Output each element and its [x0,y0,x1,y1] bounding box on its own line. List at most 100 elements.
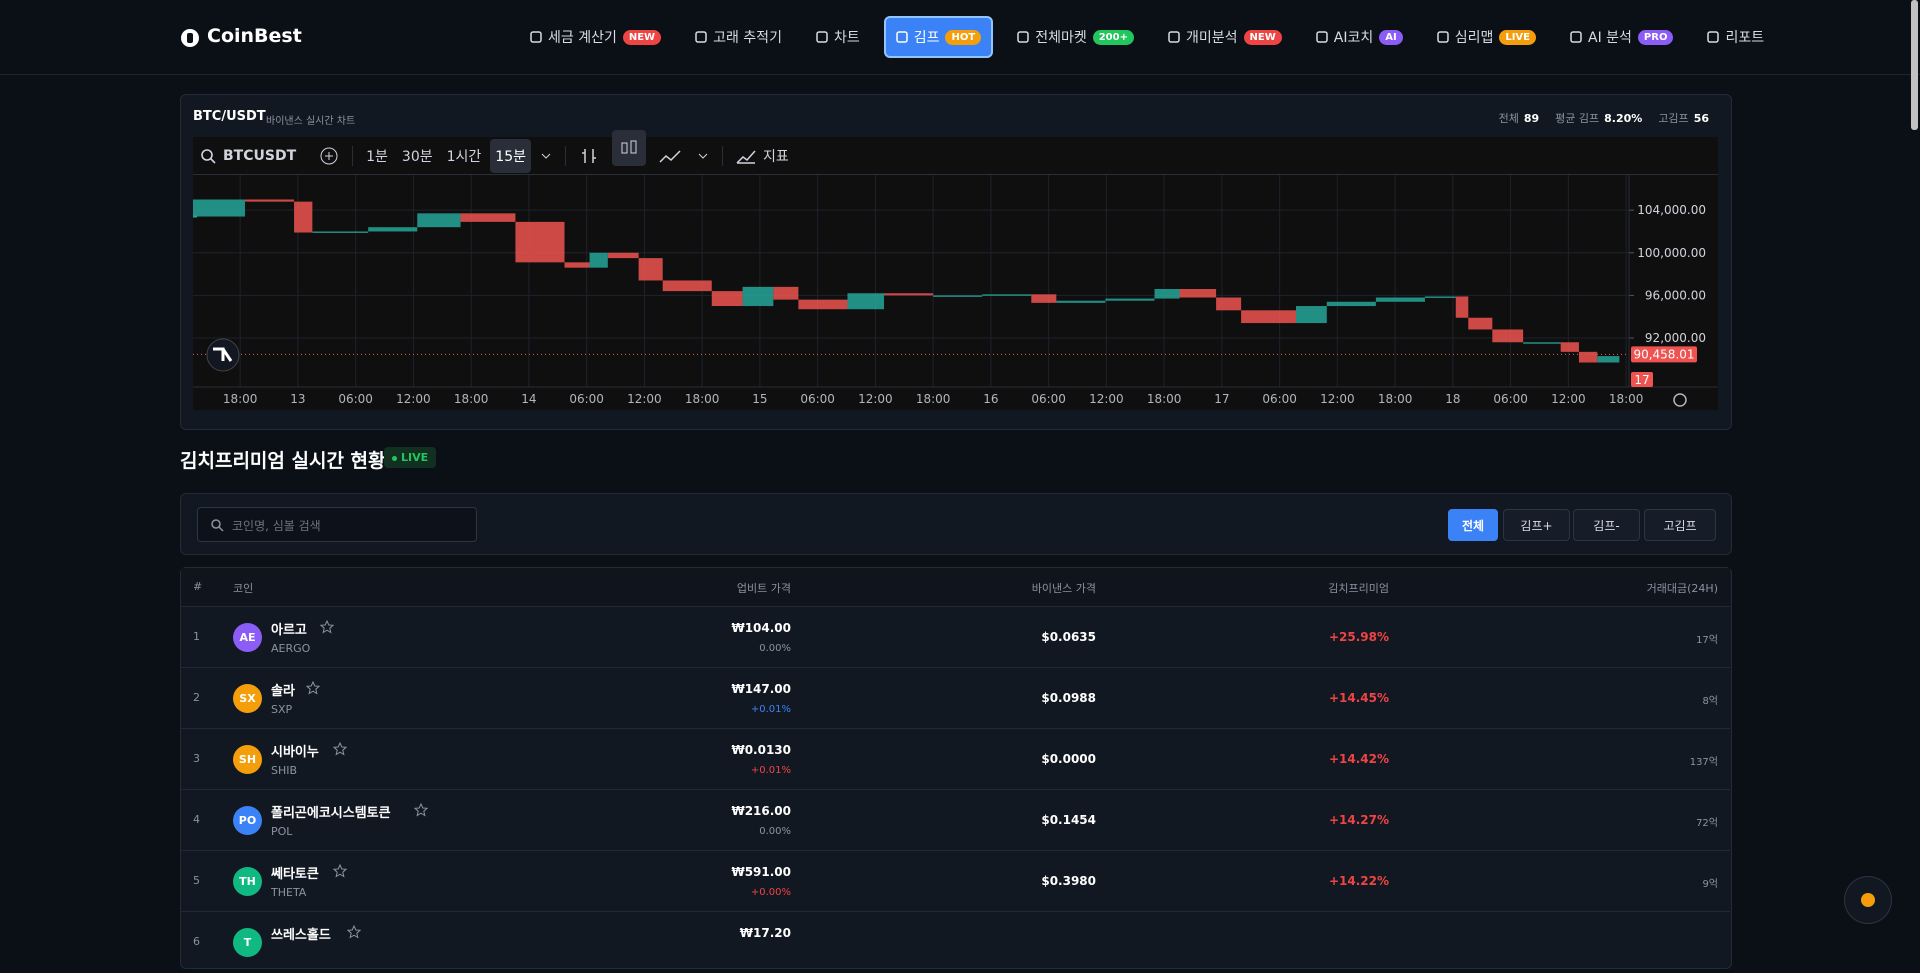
coin-symbol: SXP [271,703,293,716]
indicator-icon[interactable] [735,146,757,166]
nav-label: 김프 [913,30,940,46]
candle [1492,329,1524,343]
table-row[interactable]: 1 AE 아르고 AERGO ₩104.00 0.00% $0.0635 +25.98% 17억 [181,606,1730,668]
column-header: 거래대금(24H) [1646,582,1718,595]
tradingview-logo [213,347,233,362]
table-row[interactable]: 4 PO 폴리곤에코시스템토큰 POL ₩216.00 0.00% $0.1454 +14.2… [181,789,1730,851]
filter-button[interactable]: 전체 [1448,509,1498,541]
coin-avatar: TH [233,867,262,896]
candle [711,291,743,307]
filter-button[interactable]: 고김프 [1644,509,1716,541]
nav-item[interactable]: 개미분석 NEW [1158,18,1292,56]
candle [368,227,418,232]
x-tick-label: 16 [983,392,998,406]
nav-label: 심리맵 [1454,30,1494,46]
x-tick-label: 18:00 [223,392,258,406]
x-tick-label: 12:00 [1551,392,1586,406]
x-tick-label: 06:00 [1262,392,1297,406]
favorite-star[interactable] [346,924,361,943]
stat-value: 89 [1523,112,1540,125]
favorite-star[interactable] [332,741,348,760]
nav-item[interactable]: 심리맵 LIVE [1427,18,1546,56]
stat-label: 전체 [1498,112,1519,125]
favorite-star[interactable] [413,802,429,821]
favorite-star[interactable] [332,863,348,882]
column-header: 코인 [233,582,254,595]
glyph [320,147,338,164]
live-text: LIVE [401,451,429,464]
candle-style[interactable] [612,129,646,174]
kimchi-premium: +25.98% [1328,630,1389,644]
separator [722,145,723,166]
nav-icon [1436,31,1449,43]
scrollbar[interactable] [1911,0,1918,130]
bar-style[interactable] [578,146,600,166]
table-row[interactable]: 6 T 쓰레스홀드 ₩17.20 [181,911,1730,973]
x-tick-label: 12:00 [858,392,893,406]
nav-item[interactable]: 전체마켓 200+ [1007,18,1144,56]
add-compare[interactable] [318,146,340,166]
coin-name: 시바이누 [271,745,319,760]
glyph [541,153,551,159]
interval-button[interactable]: 15분 [490,138,531,173]
favorite-star[interactable] [305,680,321,699]
favorite-star[interactable] [319,619,334,638]
binance-price: $0.1454 [1041,813,1096,827]
glyph [698,153,708,159]
rank: 4 [193,813,200,826]
interval-button[interactable]: 1분 [366,148,388,165]
nav-item[interactable]: 리포트 [1697,18,1774,56]
trade-volume: 8억 [1702,696,1718,707]
y-tick-label: 96,000.00 [1645,288,1706,302]
interval-button[interactable]: 1시간 [446,148,482,165]
nav-item[interactable]: 세금 계산기 NEW [520,18,671,56]
rank: 5 [193,874,200,887]
filter-button[interactable]: 김프+ [1503,509,1570,541]
nav-icon [695,31,707,43]
nav-item[interactable]: 차트 [806,18,870,56]
candle [933,295,983,297]
area-style[interactable] [658,146,684,166]
trade-volume: 72억 [1696,818,1718,829]
logo[interactable]: CoinBest [207,25,302,47]
price-change: +0.01% [750,704,791,715]
coin-name: 솔라 [271,684,295,699]
nav-menu: 세금 계산기 NEW 고래 추적기 차트 김프 HOT 전체마켓 200+ 개미분석 NEW AI코… [520,16,1774,58]
theme-toggle[interactable] [1844,876,1892,924]
table-row[interactable]: 2 SX 솔라 SXP ₩147.00 +0.01% $0.0988 +14.45% 8억 [181,667,1730,729]
glyph [210,157,216,164]
column-header: 김치프리미엄 [1328,582,1389,595]
nav-item[interactable]: 고래 추적기 [685,18,792,56]
kimchi-premium: +14.27% [1328,813,1389,827]
x-tick-label: 18:00 [1378,392,1413,406]
indicators-button[interactable]: 지표 [763,148,789,165]
coin-avatar: SH [233,745,262,774]
glyph [211,519,221,529]
style-menu[interactable] [696,146,710,166]
candle [1375,297,1425,302]
last-price-tag [1631,346,1697,363]
glyph [621,142,628,153]
glyph-bg [612,129,646,166]
glyph [218,526,224,532]
coin-symbol: THETA [271,886,307,899]
coin-name: 폴리곤에코시스템토큰 [271,806,391,821]
table-row[interactable]: 3 SH 시바이누 SHIB ₩0.0130 +0.01% $0.0000 +14.42% 13… [181,728,1730,790]
icon-shape [1316,31,1328,43]
icon-shape [1707,31,1720,43]
nav-item[interactable]: AI 분석 PRO [1560,18,1683,56]
kimchi-premium: +14.22% [1328,874,1389,888]
table-row[interactable]: 5 TH 쎄타토큰 THETA ₩591.00 +0.00% $0.3980 +14.22% 9… [181,850,1730,912]
nav-item[interactable]: 김프 HOT [883,16,994,58]
price-change: 0.00% [759,643,791,654]
nav-badge: NEW [622,29,662,45]
interval-button[interactable]: 30분 [401,148,433,165]
icon-shape [1570,31,1582,43]
symbol-search[interactable]: BTCUSDT [223,147,297,164]
interval-menu[interactable] [539,146,553,166]
nav-item[interactable]: AI코치 AI [1306,18,1413,56]
x-tick-label: 18:00 [1147,392,1182,406]
search-input[interactable]: 코인명, 심볼 검색 [197,507,477,542]
search-icon[interactable] [199,146,217,166]
filter-button[interactable]: 김프- [1573,509,1640,541]
